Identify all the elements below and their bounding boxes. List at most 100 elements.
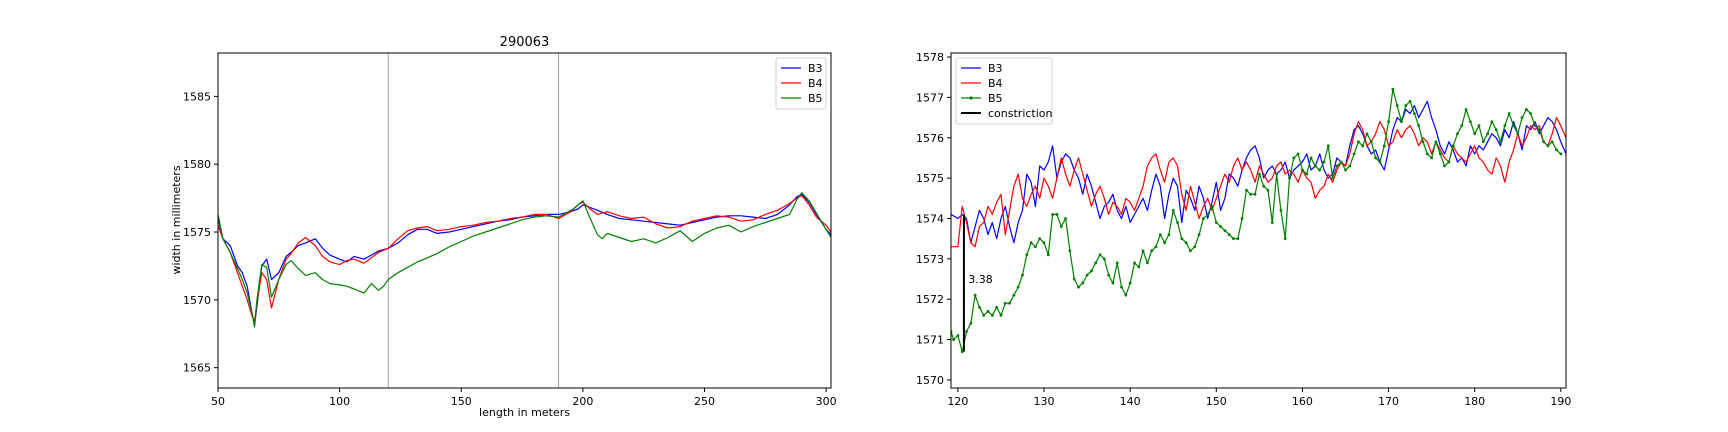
right-legend-label-b5: B5 xyxy=(988,92,1003,105)
right-legend-label-b4: B4 xyxy=(988,77,1003,90)
left-xtick-label: 300 xyxy=(816,395,837,408)
right-series-b5-point xyxy=(1262,184,1266,188)
right-series-b5-point xyxy=(1133,261,1136,265)
right-series-b5-point xyxy=(1266,188,1270,192)
left-ytick-label: 1575 xyxy=(183,226,211,239)
right-series-b5-point xyxy=(1503,124,1507,128)
right-series-b5-point xyxy=(1417,124,1421,128)
left-xtick-label: 50 xyxy=(211,395,225,408)
right-ytick-label: 1574 xyxy=(916,212,944,225)
right-series-b5-point xyxy=(1098,253,1102,257)
right-series-b5-point xyxy=(1245,188,1248,192)
right-series-b5-point xyxy=(1145,261,1149,265)
right-series-b5-point xyxy=(1288,176,1291,180)
right-series-b5-point xyxy=(1012,293,1016,297)
right-series-b5-point xyxy=(1029,241,1033,245)
left-chart: 290063 length in meters width in millime… xyxy=(170,35,837,419)
right-series-b5-point xyxy=(1318,168,1322,172)
right-series-b3-line xyxy=(951,100,1566,244)
right-xtick-label: 150 xyxy=(1206,395,1227,408)
right-series-b5-point xyxy=(1072,277,1076,281)
right-series-b5-point xyxy=(1163,241,1167,245)
right-chart-plot-area: 120 130 140 150 160 170 180 190 1570 1571 1572 1573… xyxy=(916,0,1571,408)
right-series-b5-point xyxy=(986,309,990,313)
right-series-b5-point xyxy=(973,293,977,297)
right-series-b5-point xyxy=(1094,261,1098,265)
right-series-b5-point xyxy=(956,334,960,337)
right-series-b5-point xyxy=(1468,120,1472,124)
right-series-b5-point xyxy=(1232,237,1235,241)
right-series-b5-point xyxy=(1059,225,1063,228)
right-series-b5-point xyxy=(1391,87,1395,91)
right-series-b5-point xyxy=(1176,221,1179,224)
left-xtick-label: 200 xyxy=(572,395,593,408)
right-series-b5-point xyxy=(1197,233,1201,237)
left-chart-xlabel: length in meters xyxy=(479,406,570,419)
right-series-b5-point xyxy=(1512,124,1515,128)
right-series-b5-point xyxy=(1443,164,1446,168)
left-xtick-label: 100 xyxy=(329,395,350,408)
right-series-b5-point xyxy=(1451,144,1455,148)
right-series-b5-point xyxy=(1184,241,1188,245)
right-series-b5-point xyxy=(1201,217,1205,220)
right-series-b5-point xyxy=(1520,116,1524,119)
left-chart-plot-area: 50 100 150 200 250 300 1565 1570 1575 1580 1585 xyxy=(183,52,837,408)
right-series-b5-point xyxy=(1021,273,1024,277)
left-chart-legend: B3 B4 B5 xyxy=(775,57,827,110)
right-series-b5-point xyxy=(1361,144,1365,148)
right-series-b5-point xyxy=(1421,140,1425,144)
right-series-b5-point xyxy=(1305,172,1309,176)
right-ytick-label: 1572 xyxy=(916,293,944,306)
right-legend-label-constriction: constriction xyxy=(988,107,1053,120)
right-series-b5-point xyxy=(1180,237,1184,241)
right-xtick-label: 120 xyxy=(947,395,968,408)
right-series-b5-point xyxy=(1565,0,1568,1)
left-xtick-label: 250 xyxy=(694,395,715,408)
right-series-b5-point xyxy=(1335,164,1339,168)
right-series-b5-point xyxy=(1253,192,1257,196)
left-ytick-label: 1565 xyxy=(183,362,211,375)
right-series-b5-point xyxy=(1542,140,1546,144)
right-series-b5-point xyxy=(1025,253,1029,257)
right-series-b5-point xyxy=(1331,176,1334,180)
right-series-b5-point xyxy=(1348,164,1352,168)
right-series-b5-point xyxy=(1537,128,1541,132)
right-series-b5-point xyxy=(1499,140,1502,144)
right-xtick-label: 140 xyxy=(1120,395,1141,408)
right-series-b5-point xyxy=(1279,209,1283,212)
right-series-b5-point xyxy=(1473,132,1477,136)
right-series-b5-point xyxy=(1236,237,1240,241)
right-series-b5-point xyxy=(1016,285,1020,289)
right-series-b5-point xyxy=(1326,144,1330,148)
right-series-b5-point xyxy=(1339,160,1343,164)
right-series-b5-point xyxy=(1137,265,1141,269)
right-series-b5-point xyxy=(1486,132,1490,136)
right-series-b5-point xyxy=(1206,213,1210,216)
right-chart-legend: B3 B4 B5 constriction xyxy=(955,57,1053,125)
right-series-b5-point xyxy=(1352,152,1356,156)
right-series-b5-point xyxy=(1171,209,1175,212)
left-series-b4-line xyxy=(218,194,831,323)
right-series-b5-point xyxy=(1309,156,1313,160)
right-series-b5-point xyxy=(952,338,955,341)
right-series-b5-point xyxy=(990,313,994,317)
right-series-b5-point xyxy=(1546,144,1550,148)
right-xtick-label: 170 xyxy=(1378,395,1399,408)
left-ytick-label: 1570 xyxy=(183,294,211,307)
right-series-b5-point xyxy=(995,305,999,309)
right-series-b5-point xyxy=(1550,140,1554,144)
right-ytick-label: 1575 xyxy=(916,172,944,185)
right-series-b5-point xyxy=(1081,281,1085,285)
right-series-b5-point xyxy=(1524,108,1528,111)
right-legend-box xyxy=(955,57,1053,125)
right-series-b5-point xyxy=(1038,237,1042,241)
right-series-b5-point xyxy=(1434,140,1438,144)
right-series-b5-point xyxy=(965,330,968,333)
left-ytick-label: 1585 xyxy=(183,90,211,103)
right-ytick-label: 1576 xyxy=(916,132,944,145)
right-series-b5-point xyxy=(1413,112,1416,115)
right-series-b5-point xyxy=(1210,204,1214,208)
right-xtick-label: 190 xyxy=(1550,395,1571,408)
right-series-b5-point xyxy=(982,313,986,317)
right-axes-frame xyxy=(950,52,1567,389)
